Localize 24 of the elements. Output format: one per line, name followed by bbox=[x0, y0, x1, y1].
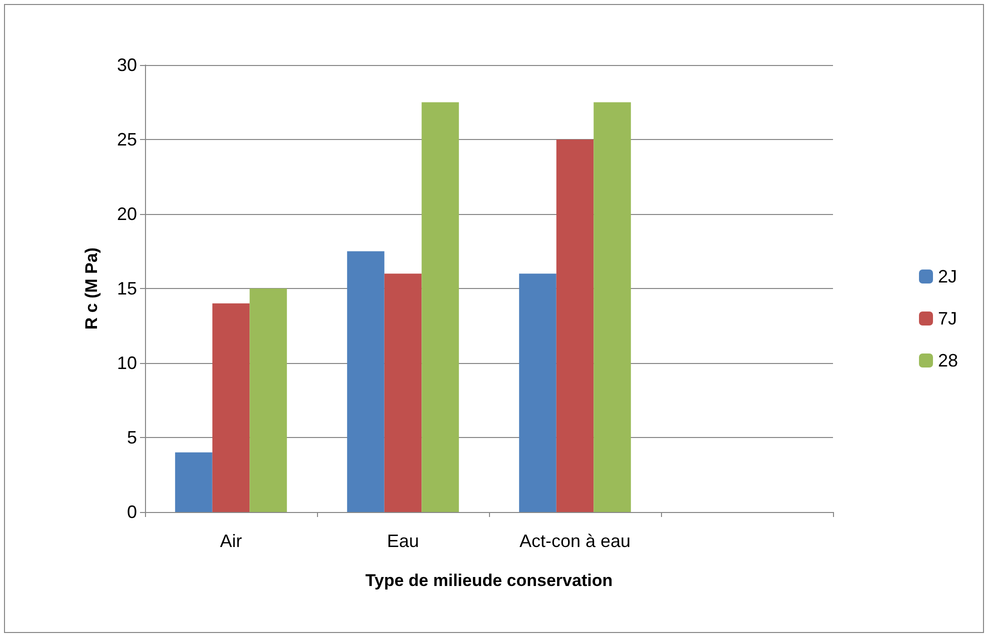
bar bbox=[250, 288, 287, 512]
y-tick-label: 5 bbox=[126, 428, 137, 448]
y-tick-label: 0 bbox=[126, 502, 137, 522]
y-tick-label: 25 bbox=[116, 130, 137, 150]
y-tick-label: 10 bbox=[116, 353, 137, 373]
legend-label: 7J bbox=[938, 308, 957, 328]
bar bbox=[212, 303, 250, 512]
bar bbox=[594, 102, 631, 512]
bar bbox=[422, 102, 459, 512]
x-tick-label: Air bbox=[220, 531, 242, 551]
y-axis-title: R c (M Pa) bbox=[82, 247, 101, 330]
bar bbox=[384, 274, 422, 512]
legend-label: 28 bbox=[938, 350, 958, 370]
legend-label: 2J bbox=[938, 266, 957, 286]
y-tick-label: 30 bbox=[116, 55, 137, 75]
y-tick-label: 15 bbox=[116, 278, 137, 298]
x-tick-label: Eau bbox=[386, 531, 420, 551]
bar bbox=[519, 274, 556, 512]
x-axis-title: Type de milieude conservation bbox=[365, 571, 613, 590]
bar bbox=[175, 452, 212, 512]
bar bbox=[347, 251, 384, 512]
x-tick-label: Act-con à eau bbox=[519, 531, 631, 551]
bar bbox=[556, 140, 594, 512]
y-tick-label: 20 bbox=[116, 204, 137, 224]
